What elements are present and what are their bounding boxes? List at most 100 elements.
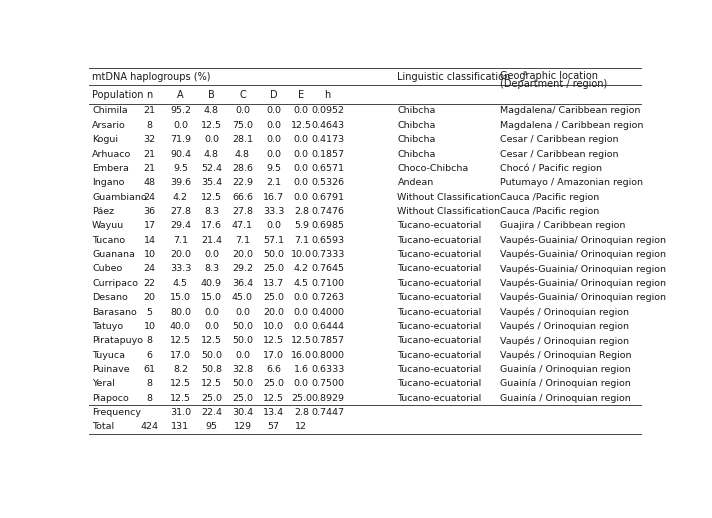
Text: 61: 61	[143, 365, 155, 374]
Text: 2.8: 2.8	[294, 207, 309, 216]
Text: 0.0: 0.0	[173, 121, 188, 130]
Text: 50.0: 50.0	[232, 379, 253, 388]
Text: 57.1: 57.1	[263, 236, 284, 244]
Text: 13.4: 13.4	[263, 408, 284, 417]
Text: 0.0: 0.0	[266, 150, 281, 159]
Text: 0.0: 0.0	[294, 293, 309, 302]
Text: 8: 8	[147, 336, 152, 346]
Text: 0.0: 0.0	[266, 221, 281, 231]
Text: 129: 129	[234, 423, 251, 431]
Text: 0.7447: 0.7447	[311, 408, 344, 417]
Text: 20.0: 20.0	[232, 250, 253, 259]
Text: Tucano-ecuatorial: Tucano-ecuatorial	[397, 250, 482, 259]
Text: 131: 131	[172, 423, 189, 431]
Text: Piratapuyo: Piratapuyo	[92, 336, 143, 346]
Text: Tuyuca: Tuyuca	[92, 351, 125, 359]
Text: 0.6985: 0.6985	[311, 221, 344, 231]
Text: Andean: Andean	[397, 178, 434, 187]
Text: 21.4: 21.4	[201, 236, 222, 244]
Text: 0.1857: 0.1857	[311, 150, 344, 159]
Text: Tucano-ecuatorial: Tucano-ecuatorial	[397, 221, 482, 231]
Text: Vaupés / Orinoquian Region: Vaupés / Orinoquian Region	[500, 350, 632, 360]
Text: 9.5: 9.5	[173, 164, 188, 173]
Text: 0.0: 0.0	[294, 308, 309, 316]
Text: 0.0: 0.0	[204, 308, 219, 316]
Text: 20.0: 20.0	[170, 250, 191, 259]
Text: 0.7333: 0.7333	[311, 250, 345, 259]
Text: Choco-Chibcha: Choco-Chibcha	[397, 164, 468, 173]
Text: 0.4643: 0.4643	[311, 121, 345, 130]
Text: Arsario: Arsario	[92, 121, 126, 130]
Text: 12.5: 12.5	[201, 379, 222, 388]
Text: 16.7: 16.7	[263, 193, 284, 202]
Text: Chibcha: Chibcha	[397, 106, 436, 116]
Text: 12.5: 12.5	[201, 121, 222, 130]
Text: 17.0: 17.0	[170, 351, 191, 359]
Text: Tucano-ecuatorial: Tucano-ecuatorial	[397, 379, 482, 388]
Text: A: A	[177, 90, 184, 99]
Text: 7.1: 7.1	[173, 236, 188, 244]
Text: 30.4: 30.4	[232, 408, 253, 417]
Text: 8.2: 8.2	[173, 365, 188, 374]
Text: 28.6: 28.6	[232, 164, 253, 173]
Text: 0.0: 0.0	[294, 193, 309, 202]
Text: 80.0: 80.0	[170, 308, 191, 316]
Text: Chocó / Pacific region: Chocó / Pacific region	[500, 164, 602, 173]
Text: 40.9: 40.9	[201, 279, 222, 288]
Text: 75.0: 75.0	[232, 121, 253, 130]
Text: Tucano-ecuatorial: Tucano-ecuatorial	[397, 236, 482, 244]
Text: Embera: Embera	[92, 164, 129, 173]
Text: 0.6791: 0.6791	[311, 193, 344, 202]
Text: 40.0: 40.0	[170, 322, 191, 331]
Text: Piapoco: Piapoco	[92, 394, 129, 402]
Text: Chibcha: Chibcha	[397, 135, 436, 144]
Text: 9.5: 9.5	[266, 164, 281, 173]
Text: 0.0952: 0.0952	[311, 106, 344, 116]
Text: Tucano-ecuatorial: Tucano-ecuatorial	[397, 308, 482, 316]
Text: 0.0: 0.0	[266, 106, 281, 116]
Text: 0.7857: 0.7857	[311, 336, 344, 346]
Text: 0.8000: 0.8000	[311, 351, 344, 359]
Text: 90.4: 90.4	[170, 150, 191, 159]
Text: Total: Total	[92, 423, 114, 431]
Text: Putumayo / Amazonian region: Putumayo / Amazonian region	[500, 178, 643, 187]
Text: 0.0: 0.0	[294, 379, 309, 388]
Text: 0.4173: 0.4173	[311, 135, 345, 144]
Text: 12.5: 12.5	[201, 336, 222, 346]
Text: 8: 8	[147, 379, 152, 388]
Text: 0.0: 0.0	[294, 106, 309, 116]
Text: 22.4: 22.4	[201, 408, 222, 417]
Text: 12.5: 12.5	[170, 336, 191, 346]
Text: Guainía / Orinoquian region: Guainía / Orinoquian region	[500, 365, 631, 374]
Text: Cesar / Caribbean region: Cesar / Caribbean region	[500, 135, 618, 144]
Text: 12.5: 12.5	[170, 379, 191, 388]
Text: 0.0: 0.0	[266, 135, 281, 144]
Text: 0.6444: 0.6444	[311, 322, 344, 331]
Text: Chimila: Chimila	[92, 106, 127, 116]
Text: 57: 57	[268, 423, 279, 431]
Text: 0.4000: 0.4000	[311, 308, 344, 316]
Text: 5.9: 5.9	[294, 221, 309, 231]
Text: Geographic location: Geographic location	[500, 71, 598, 81]
Text: 25.0: 25.0	[232, 394, 253, 402]
Text: 10.0: 10.0	[290, 250, 312, 259]
Text: 24: 24	[143, 193, 155, 202]
Text: Vaupés-Guainia/ Orinoquian region: Vaupés-Guainia/ Orinoquian region	[500, 293, 666, 303]
Text: 4.5: 4.5	[173, 279, 188, 288]
Text: 0.0: 0.0	[204, 250, 219, 259]
Text: 4.5: 4.5	[294, 279, 309, 288]
Text: 25.0: 25.0	[263, 293, 284, 302]
Text: 27.8: 27.8	[232, 207, 253, 216]
Text: Curripaco: Curripaco	[92, 279, 138, 288]
Text: Vaupés / Orinoquian region: Vaupés / Orinoquian region	[500, 336, 629, 346]
Text: Cauca /Pacific region: Cauca /Pacific region	[500, 193, 599, 202]
Text: Páez: Páez	[92, 207, 114, 216]
Text: Cauca /Pacific region: Cauca /Pacific region	[500, 207, 599, 216]
Text: 15.0: 15.0	[170, 293, 191, 302]
Text: Ingano: Ingano	[92, 178, 125, 187]
Text: 24: 24	[143, 264, 155, 274]
Text: Magdalena/ Caribbean region: Magdalena/ Caribbean region	[500, 106, 640, 116]
Text: 8.3: 8.3	[204, 264, 219, 274]
Text: 17.0: 17.0	[263, 351, 284, 359]
Text: 15.0: 15.0	[201, 293, 222, 302]
